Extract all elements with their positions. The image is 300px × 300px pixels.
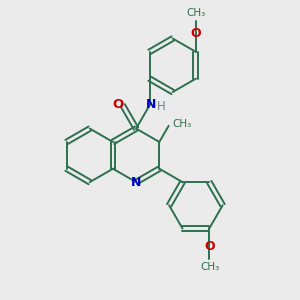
Text: CH₃: CH₃ — [200, 262, 219, 272]
Text: CH₃: CH₃ — [187, 8, 206, 18]
Text: CH₃: CH₃ — [173, 118, 192, 129]
Text: H: H — [156, 100, 165, 113]
Text: N: N — [131, 176, 141, 189]
Text: O: O — [112, 98, 124, 111]
Text: O: O — [190, 27, 201, 40]
Text: N: N — [146, 98, 156, 111]
Text: O: O — [204, 240, 214, 253]
